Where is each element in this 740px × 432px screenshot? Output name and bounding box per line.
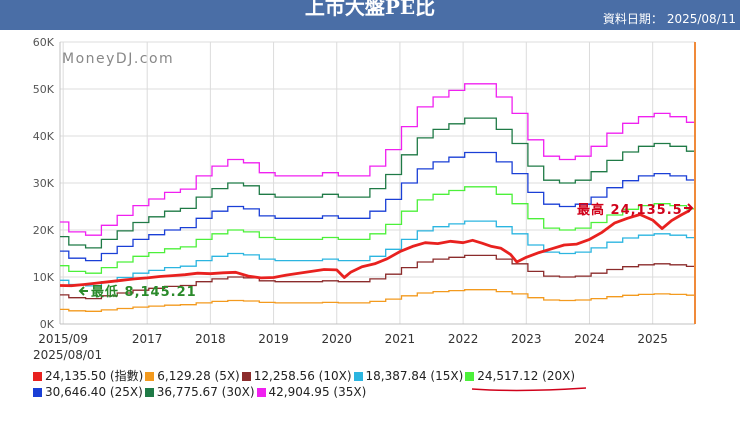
legend-label: (35X) xyxy=(329,385,367,399)
max-arrow-icon xyxy=(684,203,694,213)
index-line xyxy=(59,209,690,288)
legend-value: 24,135.50 xyxy=(45,369,107,383)
x-tick-label: 2015/09 xyxy=(38,332,88,346)
legend-swatch-icon xyxy=(241,372,251,381)
watermark: MoneyDJ.com xyxy=(62,51,174,67)
y-tick-label: 20K xyxy=(33,224,55,237)
date-value: 2025/08/11 xyxy=(666,12,736,26)
legend-swatch-icon xyxy=(353,372,363,381)
y-axis: 0K 10K 20K 30K 40K 50K 60K xyxy=(33,36,61,331)
x-tick-label: 2025 xyxy=(637,332,668,346)
legend-row: 24,135.50 (指數) 6,129.28 (5X) 12,258.56 (10… xyxy=(33,367,733,385)
data-date: 資料日期： 2025/08/11 xyxy=(603,10,736,27)
legend-swatch-icon xyxy=(256,388,266,397)
legend-item[interactable]: 24,517.12 (20X) xyxy=(465,369,575,383)
legend-swatch-icon xyxy=(33,388,42,397)
legend-value: 24,517.12 xyxy=(477,369,539,383)
legend-value: 6,129.28 xyxy=(157,369,211,383)
min-arrow-icon xyxy=(78,286,88,296)
pe-band-line-10x xyxy=(60,254,695,300)
x-tick-label: 2021 xyxy=(385,332,416,346)
legend-label: (5X) xyxy=(210,369,240,383)
y-tick-label: 30K xyxy=(33,177,55,190)
pe-band-line-5x xyxy=(60,289,695,312)
date-label: 資料日期： xyxy=(602,12,663,26)
x-axis: 2015/09 2017 2018 2019 2020 2021 2022 2023 2024 2… xyxy=(38,323,695,346)
x-tick-label: 2017 xyxy=(132,332,163,346)
legend-item[interactable]: 12,258.56 (10X) xyxy=(241,369,352,383)
pe-band-line-30x xyxy=(60,117,695,249)
page-title: 上市大盤PE比 xyxy=(304,0,436,19)
y-tick-label: 50K xyxy=(33,83,55,96)
y-tick-label: 10K xyxy=(33,271,55,284)
legend-label: (10X) xyxy=(314,369,352,383)
min-annotation: 最低 8,145.21 xyxy=(78,284,197,300)
legend-label: (指數) xyxy=(106,369,144,383)
legend-item[interactable]: 42,904.95 (35X) xyxy=(256,385,367,399)
legend-value: 12,258.56 xyxy=(253,369,315,383)
pe-band-line-15x xyxy=(60,220,695,287)
legend-label: (25X) xyxy=(106,385,143,399)
legend-item[interactable]: 24,135.50 (指數) xyxy=(33,367,143,384)
x-tick-label: 2018 xyxy=(195,332,226,346)
legend: 24,135.50 (指數) 6,129.28 (5X) 12,258.56 (10… xyxy=(33,367,733,403)
hand-underline xyxy=(471,387,587,392)
pe-band-line-35x xyxy=(60,83,695,236)
legend-swatch-icon xyxy=(145,372,155,381)
legend-swatch-icon xyxy=(465,372,475,381)
x-tick-label: 2024 xyxy=(574,332,605,346)
legend-value: 36,775.67 xyxy=(156,385,218,399)
x-tick-label: 2019 xyxy=(258,332,289,346)
legend-value: 42,904.95 xyxy=(268,385,330,399)
x-tick-label: 2020 xyxy=(321,332,352,346)
legend-swatch-icon xyxy=(33,372,42,381)
legend-item[interactable]: 18,387.84 (15X) xyxy=(353,369,464,383)
x-tick-label: 2023 xyxy=(511,332,542,346)
pe-band-line-20x xyxy=(60,186,695,274)
pe-band-chart: 0K 10K 20K 30K 40K 50K 60K 2015/09 2017 2018 2019… xyxy=(33,36,696,346)
x-tick-label: 2022 xyxy=(448,332,479,346)
legend-label: (30X) xyxy=(217,385,255,399)
y-tick-label: 0K xyxy=(40,318,55,331)
legend-item[interactable]: 30,646.40 (25X) xyxy=(33,385,143,399)
min-label: 最低 8,145.21 xyxy=(91,284,197,300)
header-bar: 上市大盤PE比 資料日期： 2025/08/11 xyxy=(0,0,740,30)
legend-value: 18,387.84 xyxy=(365,369,427,383)
max-annotation: 最高 24,135.5 xyxy=(577,202,694,218)
legend-date: 2025/08/01 xyxy=(33,348,103,362)
pe-band-line-25x xyxy=(60,151,695,262)
legend-swatch-icon xyxy=(144,388,154,397)
legend-label: (20X) xyxy=(538,369,575,383)
legend-label: (15X) xyxy=(426,369,464,383)
y-tick-label: 60K xyxy=(33,36,55,49)
max-label: 最高 24,135.5 xyxy=(577,202,683,218)
legend-value: 30,646.40 xyxy=(45,385,107,399)
series-lines xyxy=(59,83,695,312)
legend-item[interactable]: 6,129.28 (5X) xyxy=(145,369,240,383)
legend-item[interactable]: 36,775.67 (30X) xyxy=(144,385,255,399)
y-tick-label: 40K xyxy=(33,130,55,143)
legend-row: 30,646.40 (25X) 36,775.67 (30X) 42,904.95 … xyxy=(33,385,733,403)
